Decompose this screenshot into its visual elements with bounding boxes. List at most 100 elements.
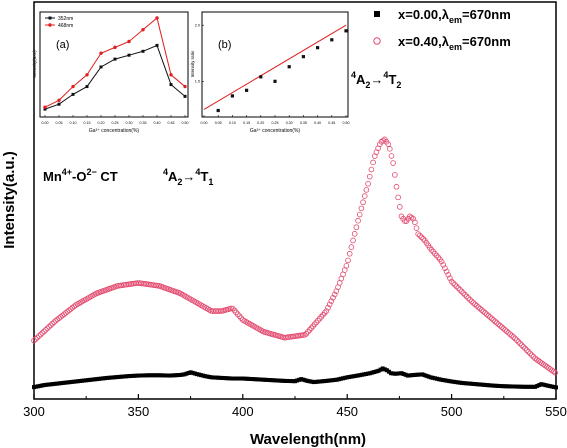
series-1-point-168 — [382, 367, 387, 372]
series-2-point-188 — [345, 257, 351, 264]
series-1-point-8 — [48, 382, 53, 387]
series-2-point-2 — [34, 334, 41, 341]
chart-marks — [31, 136, 558, 390]
series-2-point-213 — [386, 146, 393, 152]
series-1-point-201 — [451, 379, 456, 384]
series-1-point-226 — [503, 384, 508, 389]
inset-a-x-tick-label-2: 0.10 — [70, 121, 77, 125]
series-1-point-87 — [213, 375, 218, 380]
series-1-point-48 — [132, 373, 137, 378]
inset-b-point-0 — [216, 108, 220, 113]
series-1-point-103 — [247, 376, 252, 381]
series-1-point-166 — [378, 367, 383, 372]
series-2-point-298 — [528, 352, 535, 358]
inset-a-point-468nm-8 — [155, 16, 159, 20]
series-1-point-157 — [359, 372, 364, 377]
x-tick-label-500: 500 — [441, 404, 463, 419]
series-1-point-141 — [326, 378, 331, 383]
series-1-point-177 — [401, 371, 406, 376]
series-2-point-248 — [445, 272, 452, 278]
series-1-point-161 — [368, 371, 373, 376]
series-2-point-212 — [385, 141, 391, 147]
series-1-point-54 — [144, 373, 149, 378]
inset-a-x-tick-label-4: 0.20 — [98, 121, 105, 125]
inset-b-point-4 — [273, 79, 277, 83]
inset-a-x-tick-label-8: 0.40 — [154, 121, 161, 125]
series-1-point-10 — [52, 381, 57, 386]
series-1-point-58 — [153, 373, 158, 378]
annotation-t2-band: 4A2→4T2 — [351, 70, 401, 90]
inset-b-point-2 — [245, 88, 249, 92]
series-1-point-46 — [128, 374, 133, 379]
series-1-point-49 — [134, 373, 139, 378]
series-1-point-229 — [510, 384, 515, 389]
series-1-point-139 — [322, 379, 327, 384]
inset-a-panel-label: (a) — [56, 39, 69, 51]
series-2-point-168 — [311, 321, 318, 328]
series-2-point-231 — [417, 232, 423, 239]
series-1-point-31 — [96, 376, 101, 381]
series-1-point-178 — [403, 372, 408, 377]
inset-a-point-352nm-9 — [169, 83, 173, 87]
series-1-point-135 — [313, 379, 318, 384]
series-1-point-208 — [466, 381, 471, 386]
inset-b-y-tick-label-0: 1.5 — [195, 80, 200, 84]
series-1-point-150 — [345, 375, 350, 380]
series-1-point-74 — [186, 371, 191, 376]
series-1-point-194 — [437, 377, 442, 382]
inset-b-x-tick-label-5: 0.25 — [272, 121, 279, 125]
series-1-point-250 — [554, 385, 558, 390]
series-1-point-183 — [414, 372, 419, 377]
series-1-point-112 — [265, 377, 270, 382]
series-1-point-182 — [412, 372, 417, 377]
series-1-point-204 — [457, 380, 462, 385]
series-1-point-63 — [163, 373, 168, 378]
series-2-point-216 — [392, 172, 398, 178]
series-1-point-192 — [432, 376, 437, 381]
series-1-point-45 — [125, 374, 130, 379]
series-2-point-257 — [460, 290, 467, 296]
series-1-point-7 — [46, 382, 51, 387]
series-2-point-197 — [360, 199, 366, 206]
series-1-point-114 — [270, 378, 275, 383]
series-2-point-283 — [503, 328, 510, 335]
series-2-point-217 — [393, 183, 400, 190]
annotation-t1-band: 4A2→4T1 — [163, 167, 213, 187]
series-1-point-220 — [491, 383, 496, 388]
series-1-point-207 — [464, 381, 469, 386]
series-1-point-61 — [159, 373, 164, 378]
series-2-point-292 — [518, 342, 525, 348]
series-1-point-0 — [32, 385, 36, 390]
legend-marker-series-2 — [373, 37, 381, 45]
series-1-point-13 — [59, 381, 64, 386]
series-2-point-291 — [517, 340, 523, 347]
series-1-point-85 — [209, 375, 214, 380]
series-1-point-105 — [251, 377, 256, 382]
series-2-point-261 — [467, 296, 473, 303]
inset-a-point-468nm-3 — [85, 73, 89, 77]
series-2-point-163 — [303, 330, 310, 337]
series-1-point-94 — [228, 376, 233, 381]
series-2-point-229 — [413, 225, 420, 231]
series-1-point-149 — [343, 375, 348, 380]
series-1-point-212 — [474, 382, 479, 387]
series-1-point-39 — [113, 375, 118, 380]
legend-marker-series-1 — [374, 11, 380, 17]
series-1-point-106 — [253, 377, 258, 382]
inset-a-point-468nm-10 — [183, 84, 187, 89]
series-1-point-83 — [205, 374, 210, 379]
series-1-point-199 — [447, 379, 452, 384]
inset-b-point-6 — [301, 55, 305, 59]
series-1-point-121 — [284, 378, 289, 383]
series-1-point-224 — [499, 384, 504, 389]
series-1-point-76 — [190, 370, 195, 375]
series-2-point-258 — [462, 291, 468, 298]
series-1-point-9 — [50, 382, 55, 387]
series-1-point-95 — [230, 376, 235, 381]
x-tick-label-300: 300 — [23, 404, 45, 419]
series-1-point-89 — [217, 375, 222, 380]
series-1-point-38 — [111, 375, 116, 380]
series-1 — [32, 366, 558, 390]
series-2-point-260 — [465, 295, 472, 301]
